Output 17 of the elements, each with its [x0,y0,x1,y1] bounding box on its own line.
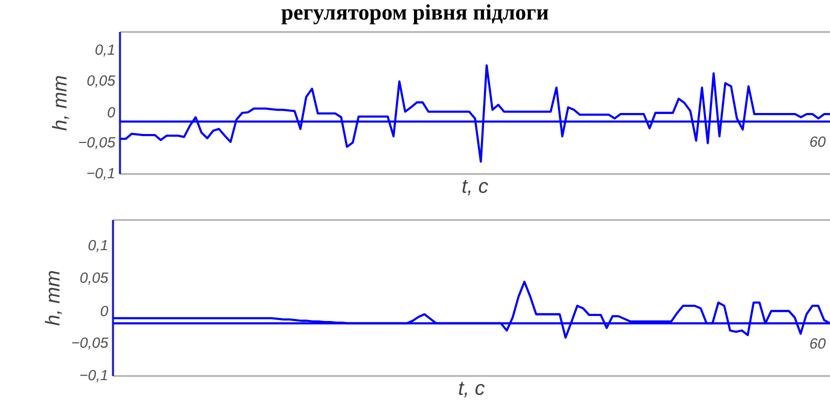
y-tick-label: −0,1 [87,168,114,180]
x-axis-title: t, c [462,180,488,196]
y-axis-title: h, mm [52,76,70,130]
y-tick-label: −0,05 [79,137,116,150]
y-tick-label: −0,1 [80,370,108,382]
chart-title: регулятором рівня підлоги [281,4,548,24]
y-tick-label: 0,1 [96,44,114,57]
y-axis-title: h, mm [44,271,62,326]
annotation: 60 [810,136,826,147]
x-axis-title: t, c [459,382,485,398]
y-tick-label: 0 [100,306,108,316]
y-tick-label: 0 [108,107,116,118]
y-tick-label: 0,1 [88,240,108,252]
y-tick-label: 0,05 [80,272,108,285]
y-tick-label: 0,05 [87,75,116,88]
y-tick-label: −0,05 [72,337,108,350]
annotation: 60 [810,338,826,349]
